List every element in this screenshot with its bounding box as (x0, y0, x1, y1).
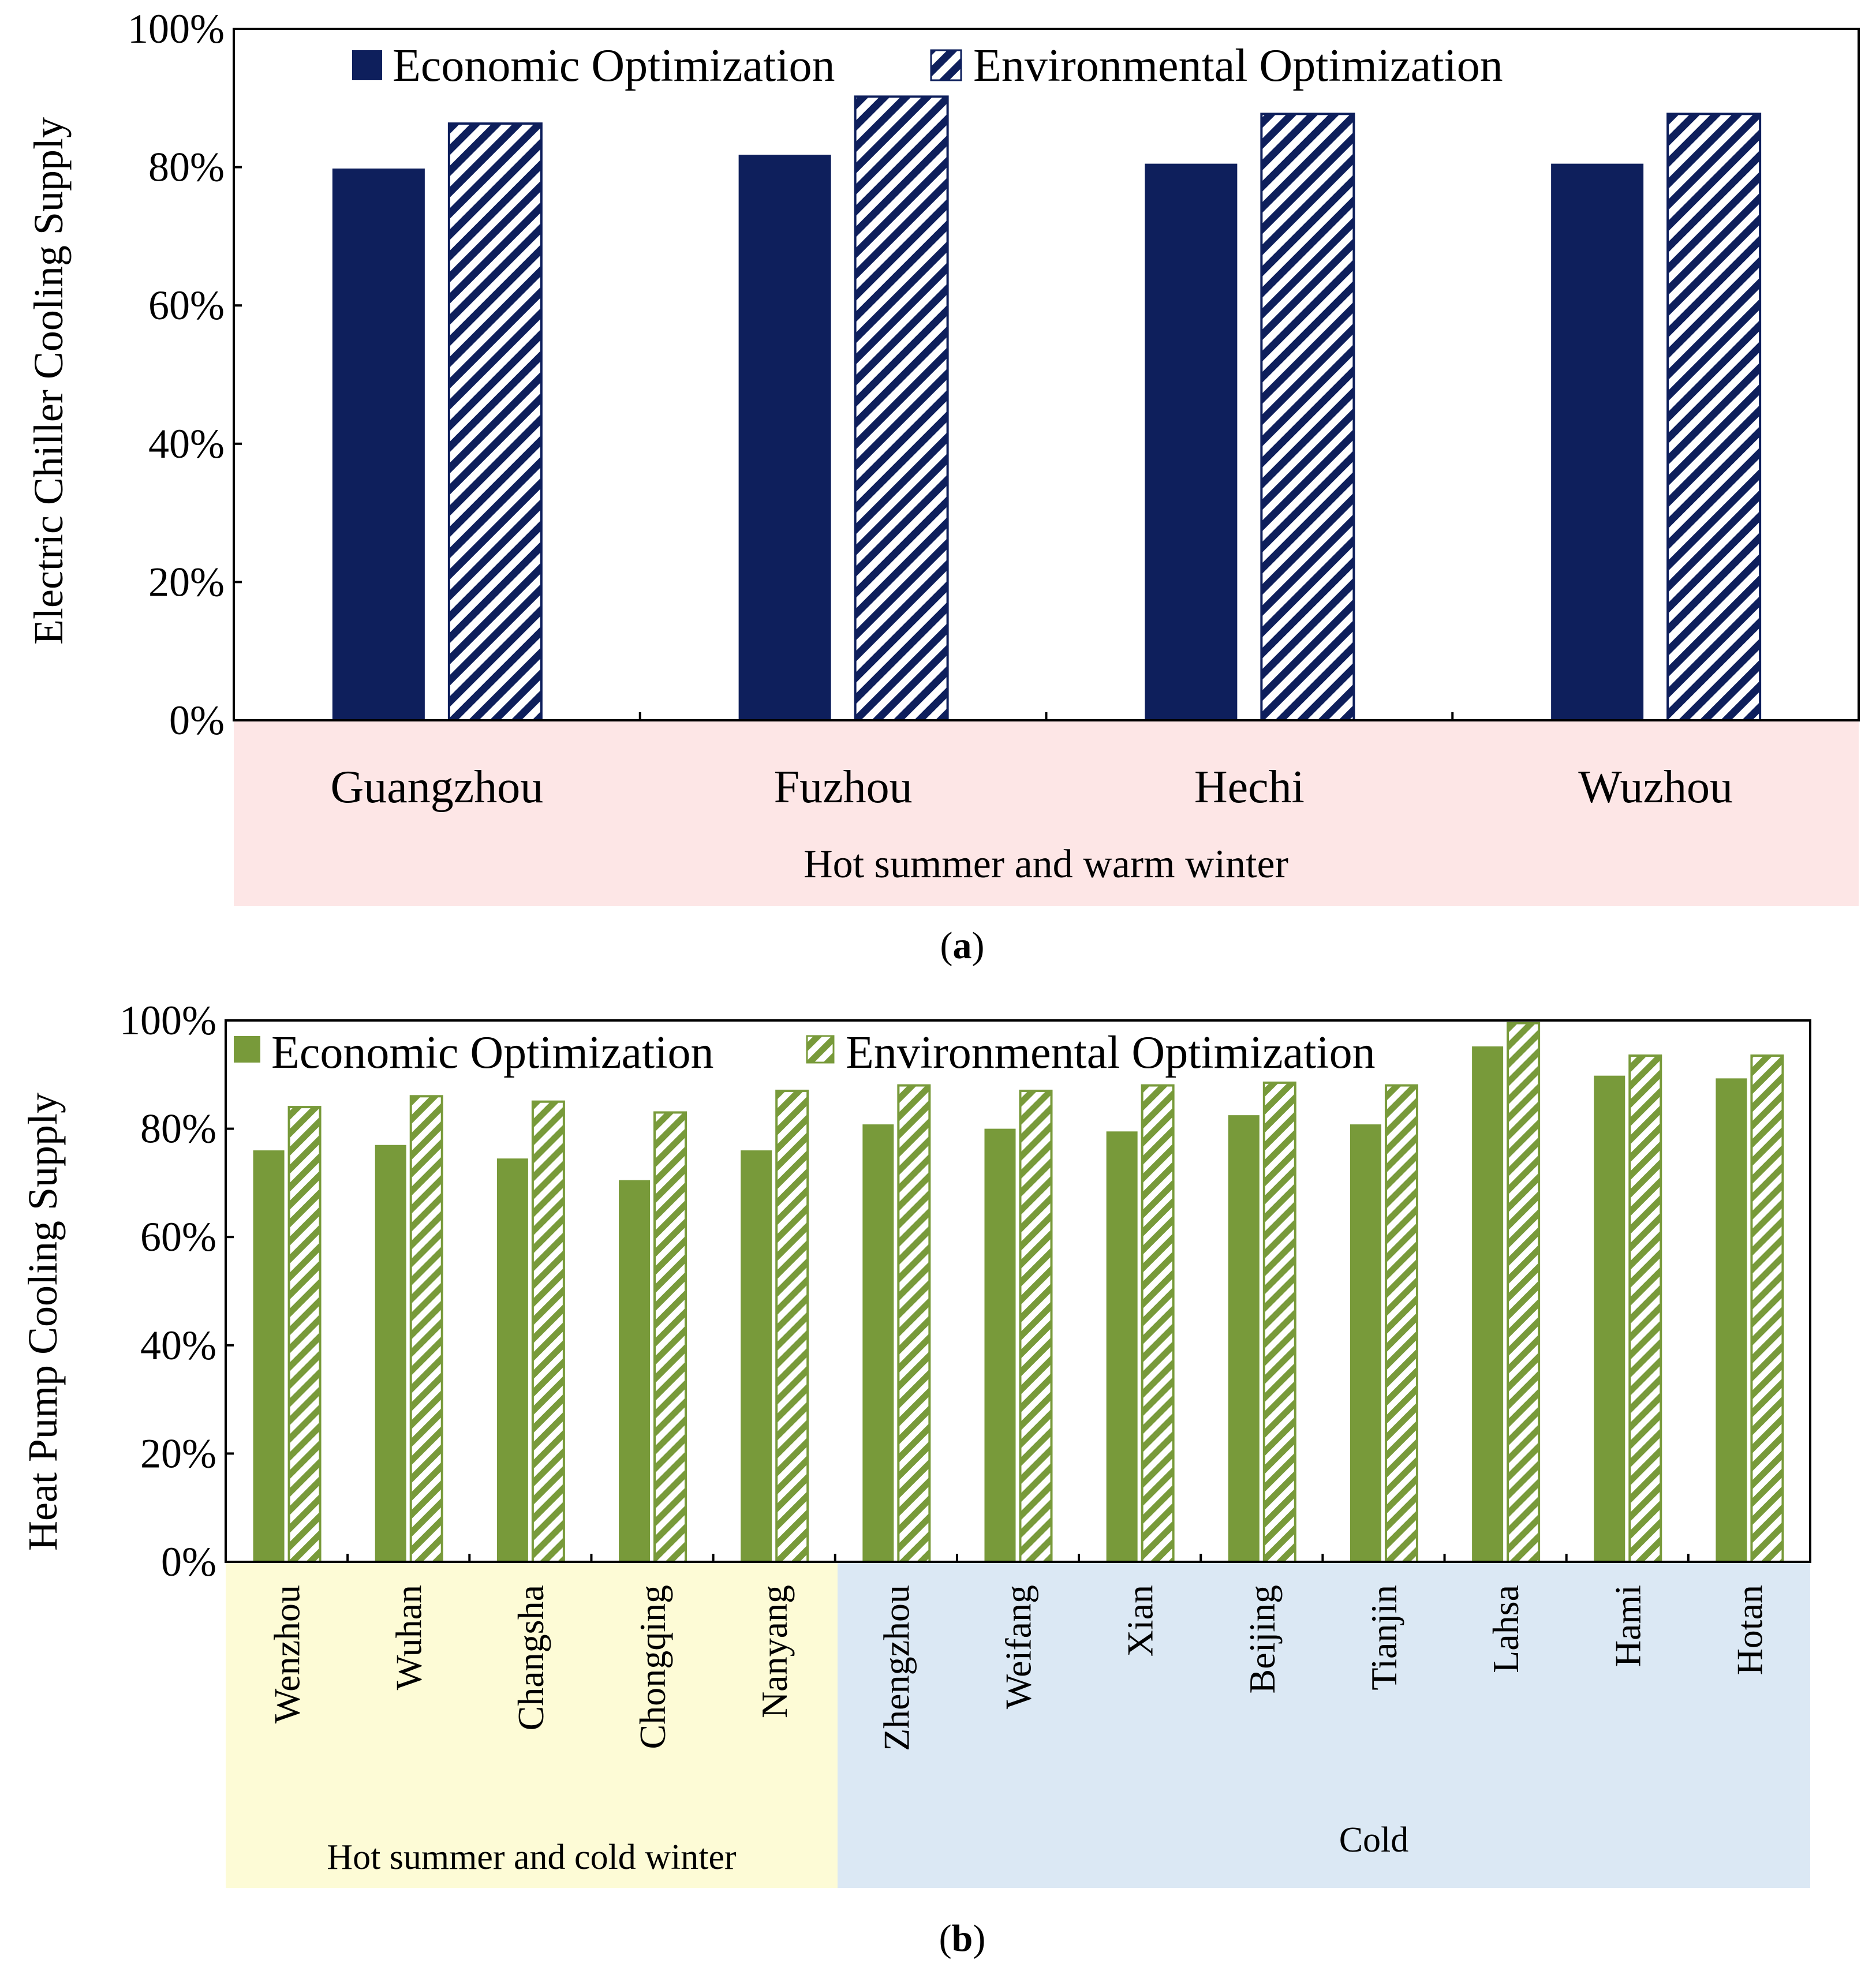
category-label-zhengzhou: Zhengzhou (876, 1585, 917, 1751)
panel-a-group-band (234, 720, 1859, 906)
panel-b-y-ticks: 0% 20% 40% 60% 80% 100% (119, 997, 234, 1585)
b-y-tick-label: 60% (140, 1214, 216, 1260)
bar-economic-weifang (984, 1128, 1016, 1562)
category-label-wuhan: Wuhan (388, 1585, 429, 1690)
b-y-tick-label: 40% (140, 1322, 216, 1368)
bar-environmental-lahsa (1507, 1022, 1541, 1563)
category-label-wuzhou: Wuzhou (1578, 762, 1733, 813)
bar-economic-hechi (1145, 163, 1238, 720)
bar-environmental-guangzhou (447, 122, 543, 722)
bar-economic-fuzhou (738, 155, 831, 720)
panel-a-category-labels: Guangzhou Fuzhou Hechi Wuzhou (330, 762, 1733, 813)
bar-economic-beijing (1228, 1115, 1260, 1562)
panel-b-bars (253, 1022, 1784, 1564)
bar-environmental-hami (1628, 1054, 1662, 1563)
category-label-hechi: Hechi (1194, 762, 1305, 813)
category-label-tianjin: Tianjin (1363, 1585, 1404, 1691)
legend-swatch-economic-b (234, 1036, 260, 1063)
panel-b-group-label-1: Hot summer and cold winter (327, 1838, 737, 1877)
panel-a-y-ticks: 0% 20% 40% 60% 80% 100% (128, 6, 242, 743)
bar-economic-changsha (496, 1158, 528, 1562)
bar-environmental-changsha (531, 1100, 565, 1563)
bar-environmental-weifang (1019, 1089, 1053, 1563)
panel-a-bars (332, 95, 1762, 722)
b-y-tick-label: 80% (140, 1106, 216, 1152)
bar-economic-lahsa (1472, 1046, 1504, 1562)
bar-economic-wenzhou (253, 1150, 285, 1562)
category-label-fuzhou: Fuzhou (774, 762, 913, 813)
category-label-weifang: Weifang (998, 1585, 1039, 1709)
category-label-guangzhou: Guangzhou (330, 762, 543, 813)
legend-swatch-environmental-b (806, 1035, 835, 1064)
bar-economic-wuzhou (1551, 163, 1644, 720)
bar-economic-tianjin (1350, 1124, 1381, 1562)
bar-economic-xian (1106, 1131, 1138, 1562)
panel-b-group-band-2 (838, 1562, 1810, 1888)
legend-swatch-economic (352, 50, 382, 80)
bar-economic-guangzhou (332, 168, 425, 721)
bar-environmental-nanyang (775, 1089, 809, 1563)
bar-environmental-wenzhou (287, 1106, 322, 1563)
a-y-tick-label: 40% (148, 421, 225, 467)
panel-b-caption: (b) (939, 1917, 986, 1959)
b-y-tick-label: 100% (119, 997, 216, 1044)
category-label-xian: Xian (1120, 1585, 1161, 1656)
a-y-tick-label: 0% (169, 697, 225, 743)
bar-environmental-beijing (1262, 1081, 1296, 1563)
a-y-tick-label: 20% (148, 559, 225, 605)
bar-environmental-tianjin (1384, 1084, 1418, 1564)
panel-b-legend: Economic Optimization Environmental Opti… (234, 1027, 1376, 1078)
bar-economic-nanyang (741, 1150, 772, 1562)
panel-b-category-labels: Wenzhou Wuhan Changsha Chongqing Nanyang Zhen… (267, 1585, 1770, 1751)
bar-environmental-hotan (1750, 1054, 1784, 1563)
panel-b: 0% 20% 40% 60% 80% 100% Wenzhou Wuhan Changsha C… (20, 997, 1811, 1959)
bar-economic-hotan (1716, 1078, 1747, 1562)
panel-b-y-axis-title: Heat Pump Cooling Supply (20, 1093, 66, 1551)
bar-environmental-fuzhou (854, 95, 949, 721)
category-label-wenzhou: Wenzhou (267, 1585, 308, 1723)
legend-label-economic: Economic Optimization (393, 40, 835, 91)
panel-a-legend: Economic Optimization Environmental Opti… (352, 40, 1503, 91)
panel-a-x-ticks (638, 712, 1454, 720)
legend-label-environmental-b: Environmental Optimization (846, 1027, 1376, 1078)
panel-a: 0% 20% 40% 60% 80% 100% Guangzhou Fuzhou Hechi W… (25, 6, 1860, 967)
bar-economic-wuhan (375, 1145, 406, 1562)
legend-label-economic-b: Economic Optimization (271, 1027, 713, 1078)
category-label-hami: Hami (1607, 1585, 1648, 1667)
bar-environmental-wuzhou (1666, 113, 1762, 721)
category-label-hotan: Hotan (1729, 1585, 1770, 1675)
category-label-nanyang: Nanyang (754, 1585, 795, 1718)
panel-b-group-label-2: Cold (1339, 1820, 1409, 1860)
a-y-tick-label: 60% (148, 282, 225, 328)
category-label-chongqing: Chongqing (632, 1585, 673, 1749)
b-y-tick-label: 0% (161, 1539, 216, 1585)
panel-a-group-label: Hot summer and warm winter (804, 842, 1288, 887)
bar-economic-chongqing (619, 1180, 651, 1562)
category-label-beijing: Beijing (1242, 1585, 1283, 1693)
panel-b-plot-frame (225, 1019, 1811, 1563)
bar-environmental-xian (1141, 1084, 1175, 1564)
b-y-tick-label: 20% (140, 1430, 216, 1476)
legend-label-environmental: Environmental Optimization (973, 40, 1503, 91)
legend-swatch-environmental (930, 49, 962, 81)
a-y-tick-label: 80% (148, 144, 225, 190)
panel-a-y-axis-title: Electric Chiller Cooling Supply (25, 117, 72, 645)
bar-economic-hami (1594, 1075, 1625, 1562)
panel-b-group-band-1 (226, 1562, 838, 1888)
panel-a-caption: (a) (940, 925, 985, 967)
bar-environmental-zhengzhou (897, 1084, 931, 1564)
panel-b-x-ticks (346, 1554, 1690, 1562)
bar-environmental-chongqing (653, 1111, 687, 1563)
bar-environmental-hechi (1260, 113, 1355, 721)
bar-environmental-wuhan (409, 1095, 443, 1563)
category-label-lahsa: Lahsa (1485, 1585, 1526, 1673)
bar-economic-zhengzhou (862, 1124, 894, 1562)
category-label-changsha: Changsha (510, 1585, 551, 1730)
a-y-tick-label: 100% (128, 6, 225, 52)
